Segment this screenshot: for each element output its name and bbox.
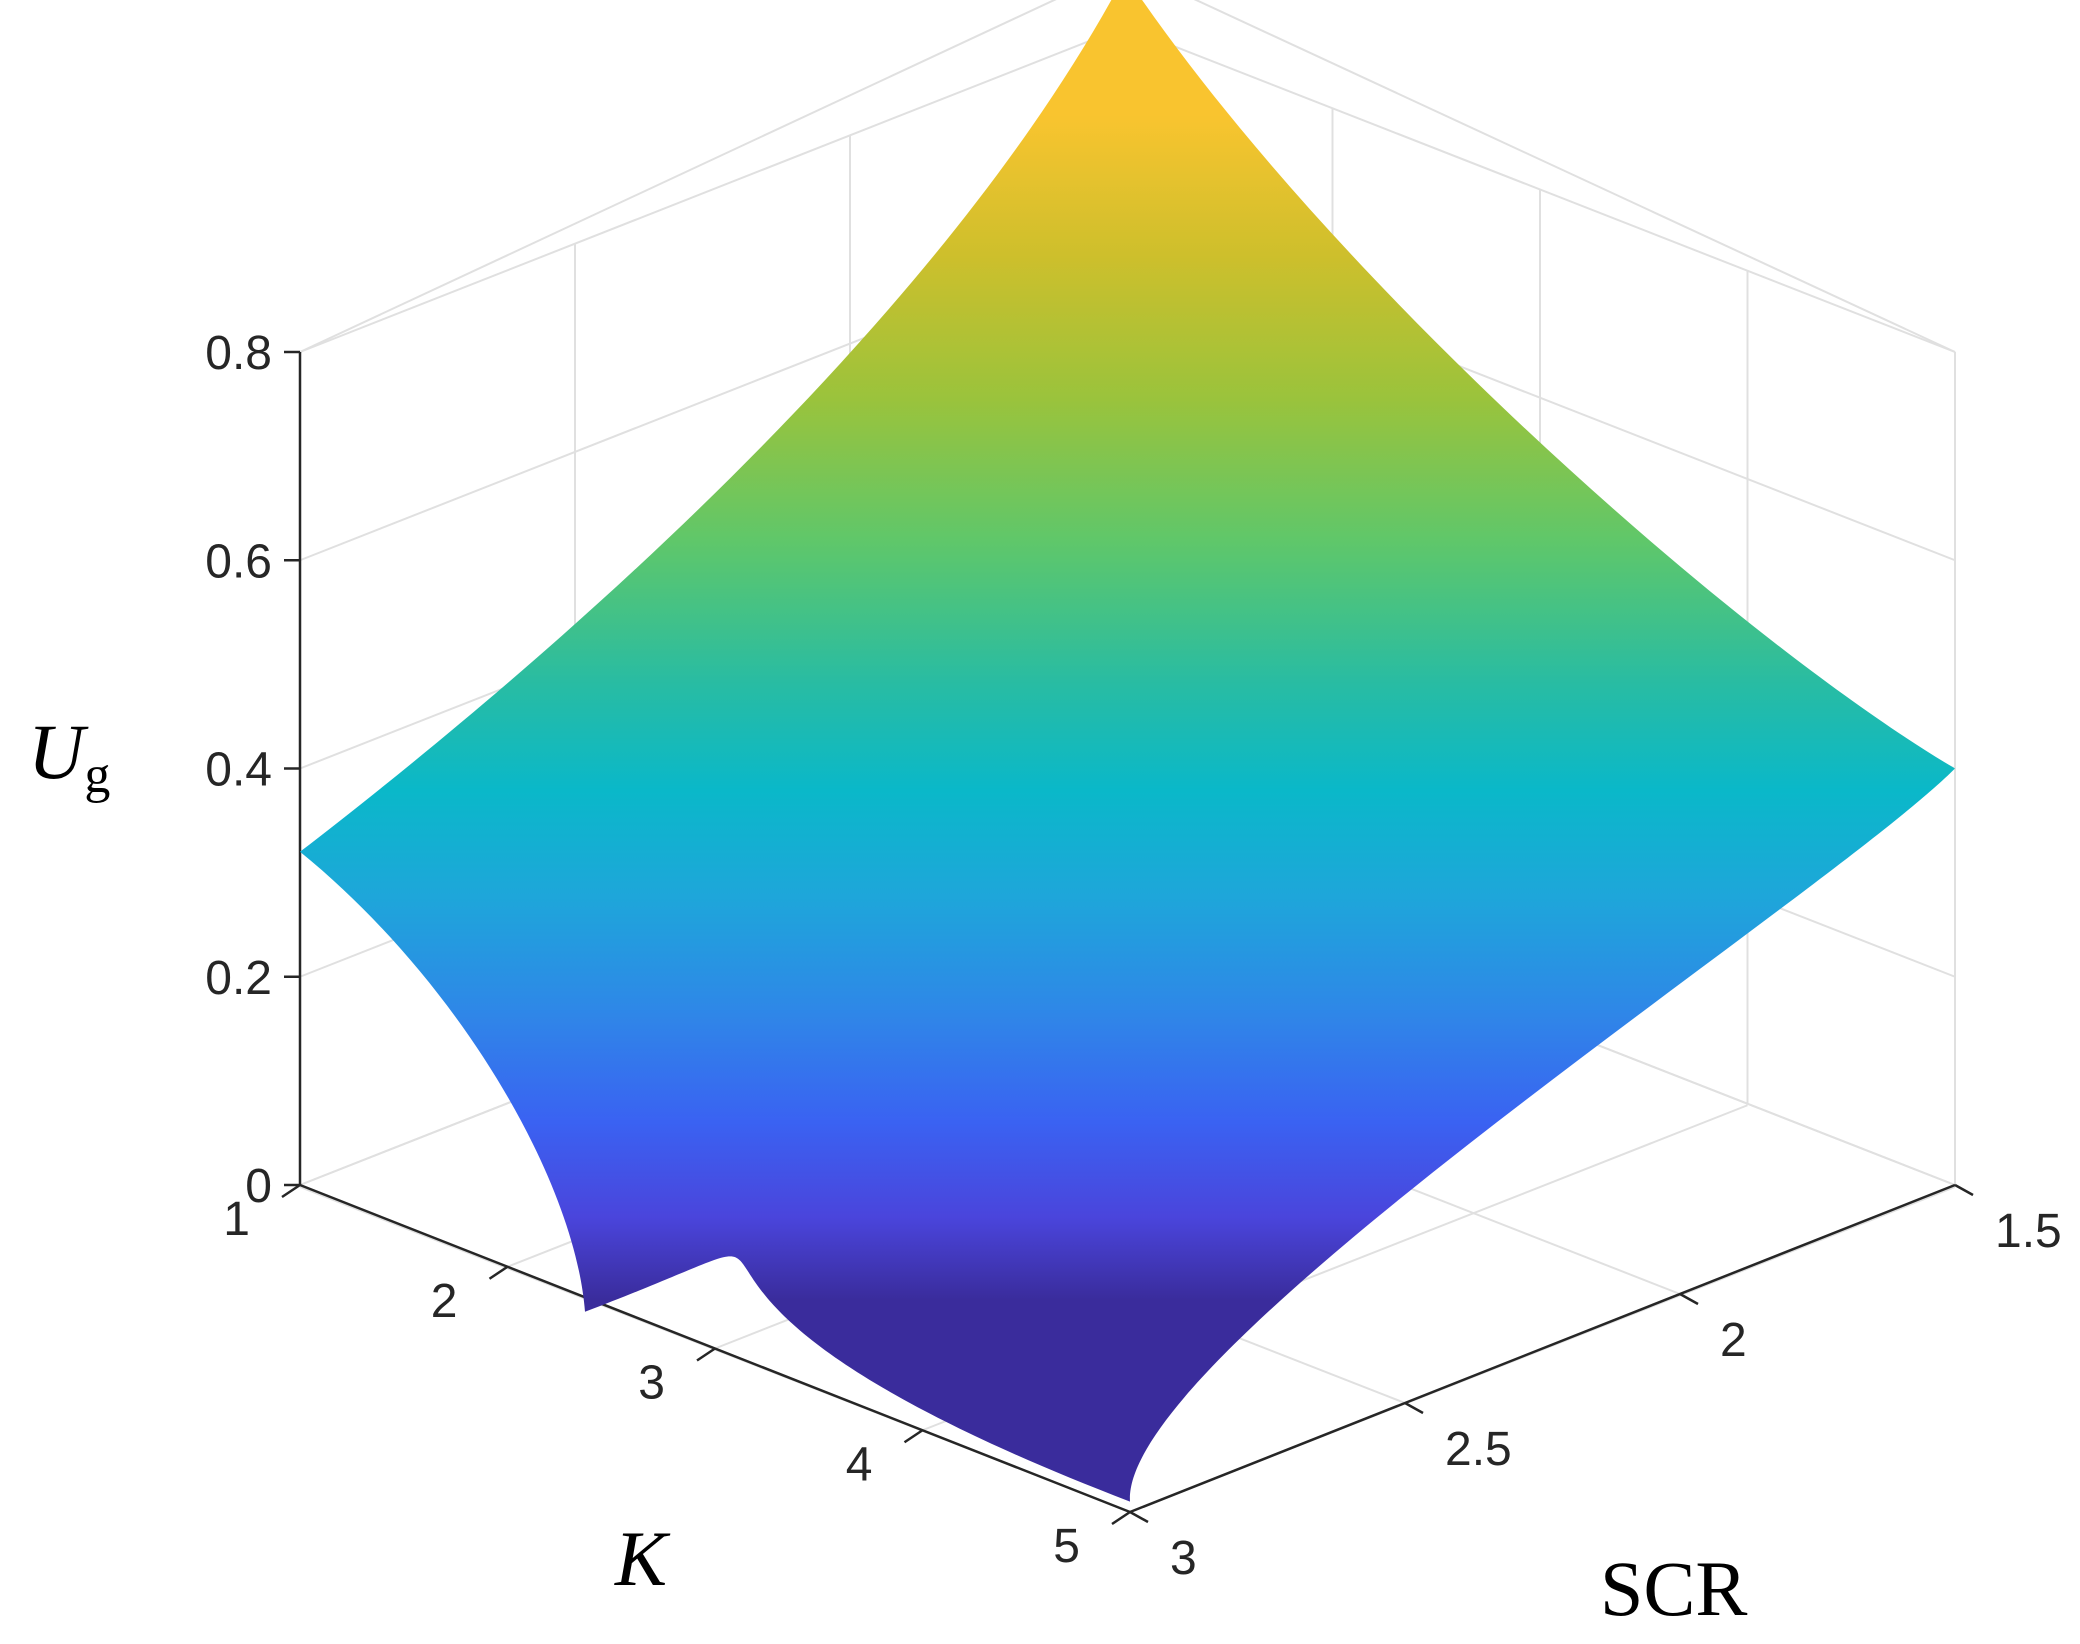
z-axis-title-sub: g (84, 747, 110, 804)
k-tick-mark (696, 1347, 716, 1362)
z-tick-label: 0.8 (205, 327, 272, 380)
top-edge-right (1193, 0, 1956, 353)
scr-tick-label: 2 (1720, 1314, 1747, 1367)
z-axis-title-main: U (28, 708, 89, 795)
scr-tick-label: 2.5 (1445, 1423, 1512, 1476)
labels-layer: 0 0.2 0.4 0.6 0.8 1 2 3 4 5 1.5 2 2.5 3 (205, 327, 2061, 1585)
k-tick-label: 5 (1053, 1520, 1080, 1573)
x-axis-title: K (614, 1515, 671, 1602)
z-axis-title: Ug (28, 708, 110, 804)
k-tick-mark (281, 1183, 301, 1199)
z-tick-label: 0.6 (205, 535, 272, 588)
scr-tick-label: 1.5 (1995, 1205, 2062, 1258)
top-edge-left (299, 0, 1057, 353)
k-tick-mark (1111, 1510, 1131, 1526)
k-tick-label: 2 (431, 1275, 458, 1328)
k-tick-mark (903, 1429, 924, 1444)
scr-tick-mark (1954, 1183, 1974, 1197)
k-tick-label: 3 (638, 1357, 665, 1410)
scr-tick-mark (1404, 1401, 1424, 1415)
scr-tick-mark (1679, 1292, 1699, 1306)
z-tick-label: 0.4 (205, 744, 272, 797)
surface-layer (300, 0, 1955, 1502)
y-axis-title: SCR (1600, 1545, 1747, 1632)
k-tick-mark (488, 1265, 509, 1280)
k-tick-label: 4 (846, 1438, 873, 1491)
scr-axis-line (1129, 1183, 1956, 1514)
z-tick-label: 0.2 (205, 952, 272, 1005)
scr-tick-label: 3 (1170, 1532, 1197, 1585)
k-tick-label: 1 (223, 1193, 250, 1246)
scr-tick-mark (1129, 1510, 1149, 1524)
z-tick-label: 0 (245, 1160, 272, 1213)
surface-patch (300, 0, 1955, 1502)
axes-layer (281, 350, 1974, 1526)
